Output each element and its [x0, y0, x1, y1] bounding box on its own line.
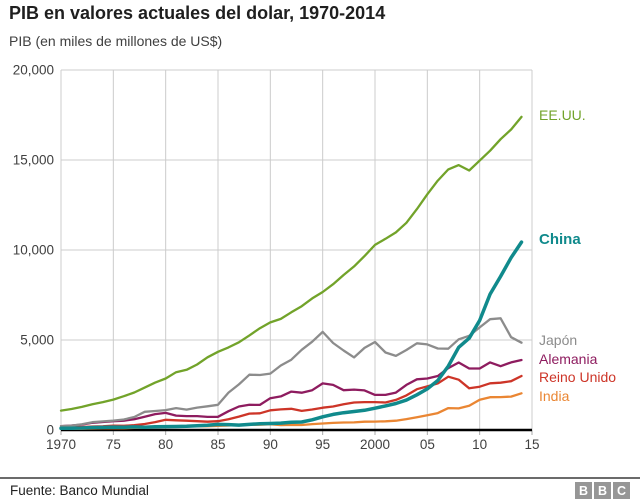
x-tick-label: 85: [210, 437, 225, 452]
bbc-logo-letter: B: [575, 482, 592, 499]
x-tick-label: 05: [420, 437, 435, 452]
y-tick-label: 20,000: [13, 63, 54, 78]
series-label-reino-unido: Reino Unido: [539, 369, 617, 385]
x-tick-label: 1970: [46, 437, 76, 452]
page-title: PIB en valores actuales del dolar, 1970-…: [9, 3, 386, 23]
series-line-eeuu: [59, 115, 523, 412]
x-tick-label: 75: [106, 437, 121, 452]
x-tick-label: 80: [158, 437, 173, 452]
chart-subtitle: PIB (en miles de millones de US$): [9, 33, 223, 49]
series-line-reino-unido: [59, 374, 523, 429]
y-tick-label: 15,000: [13, 153, 54, 168]
footer: Fuente: Banco Mundial B B C: [0, 477, 640, 502]
y-tick-label: 5,000: [20, 333, 54, 348]
y-tick-label: 10,000: [13, 243, 54, 258]
x-tick-label: 10: [472, 437, 487, 452]
x-tick-label: 2000: [360, 437, 390, 452]
bbc-logo: B B C: [575, 482, 630, 499]
x-tick-label: 95: [315, 437, 330, 452]
series-label-china: China: [539, 231, 581, 248]
bbc-logo-letter: C: [613, 482, 630, 499]
series-label-india: India: [539, 388, 570, 404]
bbc-logo-letter: B: [594, 482, 611, 499]
series-line-japon: [59, 317, 523, 428]
series-line-china: [59, 240, 524, 431]
y-tick-label: 0: [46, 423, 54, 438]
series-label-eeuu: EE.UU.: [539, 107, 586, 123]
gdp-line-chart: 1970 75 80 85 90 95 2000 05 10 15 0 5,000 10,000 15,0…: [13, 63, 540, 453]
series-label-alemania: Alemania: [539, 351, 598, 367]
x-tick-label: 15: [524, 437, 539, 452]
source-text: Fuente: Banco Mundial: [10, 483, 149, 498]
x-tick-label: 90: [263, 437, 278, 452]
series-label-japon: Japón: [539, 332, 578, 348]
